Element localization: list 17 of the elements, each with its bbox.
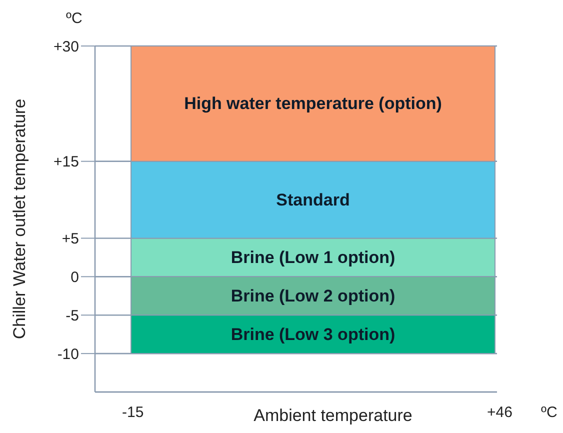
series-label: Brine (Low 2 option) [230,286,396,306]
series-label: Brine (Low 3 option) [230,324,396,344]
text: -15 [122,404,144,421]
x-axis-title: Ambient temperature [254,406,412,425]
text: +46 [487,404,512,421]
y-tick-label: -5 [66,307,79,324]
y-tick-label: +15 [54,154,79,171]
y-tick-label: -10 [57,346,79,363]
y-tick-label: 0 [70,268,79,286]
y-tick-label: +5 [62,230,79,248]
text: ºC [66,10,82,27]
y-axis-title: Chiller Water outlet temperature [10,98,30,340]
text: ºC [541,404,558,421]
series-label: High water temperature (option) [184,94,442,114]
y-tick-label: +30 [54,38,79,56]
series-label: Standard [276,190,350,210]
series-label: Brine (Low 1 option) [230,248,396,267]
